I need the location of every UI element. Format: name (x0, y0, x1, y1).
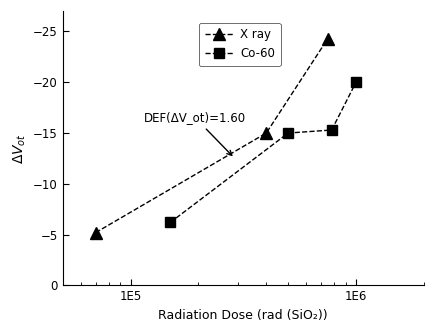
Line: X ray: X ray (90, 33, 332, 238)
X-axis label: Radiation Dose (rad (SiO₂)): Radiation Dose (rad (SiO₂)) (158, 309, 327, 322)
X ray (263, 131, 268, 135)
Text: DEF(ΔV_ot)=1.60: DEF(ΔV_ot)=1.60 (144, 111, 246, 156)
X ray (93, 231, 98, 235)
Co-60 (285, 131, 290, 135)
Co-60 (167, 220, 172, 224)
X ray (325, 37, 330, 41)
Co-60 (352, 80, 358, 84)
Co-60 (329, 128, 334, 132)
Line: Co-60: Co-60 (165, 77, 360, 227)
Legend: X ray, Co-60: X ray, Co-60 (198, 23, 280, 66)
Y-axis label: $\Delta V_{ot}$: $\Delta V_{ot}$ (11, 133, 27, 164)
